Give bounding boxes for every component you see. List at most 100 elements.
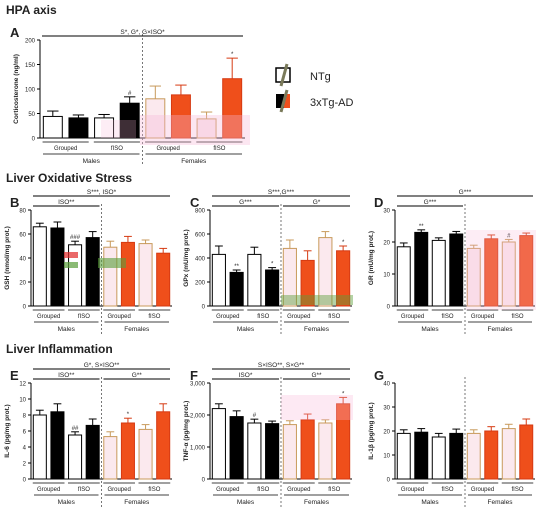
group-label: Grouped bbox=[37, 487, 60, 493]
section-title-liver-inflammation: Liver Inflammation bbox=[6, 342, 113, 356]
bar bbox=[484, 430, 499, 480]
panel-letter: C bbox=[190, 195, 200, 210]
bar bbox=[396, 432, 411, 480]
y-axis-label: GPx (mU/mg prot.) bbox=[183, 229, 190, 286]
bar bbox=[449, 233, 464, 307]
y-tick-label: 10 bbox=[383, 454, 390, 460]
bar bbox=[68, 434, 83, 480]
decorative-tint bbox=[281, 295, 353, 305]
bar bbox=[247, 253, 262, 307]
bar bbox=[229, 416, 244, 480]
significance-bracket-label: G*** bbox=[239, 199, 252, 206]
y-tick-label: 2,000 bbox=[190, 414, 206, 420]
bar bbox=[32, 414, 47, 480]
bar-significance-mark: # bbox=[507, 233, 511, 239]
sex-label: Males bbox=[237, 326, 255, 333]
y-tick-label: 0 bbox=[387, 478, 391, 484]
bar-significance-mark: # bbox=[128, 91, 132, 97]
significance-bracket-label: G* bbox=[313, 199, 321, 206]
panel-letter: F bbox=[190, 368, 198, 383]
sex-label: Females bbox=[304, 499, 330, 506]
decorative-tint bbox=[466, 230, 536, 310]
significance-bracket-label: ISO** bbox=[58, 372, 75, 379]
section-title-liver-oxidative-stress: Liver Oxidative Stress bbox=[6, 171, 132, 185]
bar-significance-mark: ### bbox=[70, 235, 81, 241]
significance-bracket-label: S×ISO**, S×G** bbox=[258, 362, 305, 369]
y-tick-label: 40 bbox=[383, 382, 390, 388]
y-tick-label: 20 bbox=[383, 241, 390, 247]
y-tick-label: 4 bbox=[23, 446, 27, 452]
bar bbox=[318, 422, 333, 480]
y-tick-label: 800 bbox=[195, 209, 206, 215]
bar bbox=[300, 419, 315, 480]
y-tick-label: 40 bbox=[19, 257, 26, 263]
group-label: fISO bbox=[78, 487, 90, 493]
y-tick-label: 12 bbox=[19, 382, 26, 388]
bar bbox=[211, 408, 226, 480]
y-tick-label: 10 bbox=[19, 398, 26, 404]
group-label: fISO bbox=[511, 487, 523, 493]
bar bbox=[120, 241, 135, 307]
bar bbox=[229, 271, 244, 307]
bar bbox=[265, 269, 280, 307]
y-tick-label: 150 bbox=[25, 63, 36, 69]
bar bbox=[103, 436, 118, 480]
sex-label: Males bbox=[421, 499, 439, 506]
bar bbox=[85, 237, 100, 307]
y-tick-label: 10 bbox=[383, 273, 390, 279]
bar bbox=[138, 428, 153, 480]
legend-label-ntg: NTg bbox=[310, 71, 331, 83]
chart-e: E 0 2 4 6 8 10 12 IL-6 (pg/mg prot.) ## * Grouped fI… bbox=[4, 362, 172, 507]
y-axis-label: Corticosterone (ng/ml) bbox=[13, 54, 20, 124]
bar-significance-mark: * bbox=[231, 52, 234, 58]
chart-g: G 0 10 20 30 40 IL-1β (pg/mg prot.) Grouped fISO… bbox=[368, 368, 535, 507]
bar-significance-mark: * bbox=[127, 412, 130, 418]
bar bbox=[50, 411, 65, 480]
bar-significance-mark: ## bbox=[72, 426, 79, 432]
bar bbox=[519, 424, 534, 480]
y-tick-label: 0 bbox=[202, 305, 206, 311]
sex-label: Females bbox=[181, 158, 207, 165]
bar bbox=[501, 428, 516, 480]
chart-b: B 0 20 40 60 80 GSH (nmol/mg prot.) ### Grouped f… bbox=[4, 189, 172, 334]
panel-letter: A bbox=[10, 25, 20, 40]
group-label: fISO bbox=[148, 487, 160, 493]
y-axis-label: TNF-α (pg/mg prot.) bbox=[183, 401, 190, 462]
y-tick-label: 0 bbox=[202, 478, 206, 484]
bar bbox=[211, 253, 226, 307]
bar bbox=[431, 436, 446, 480]
decorative-tint bbox=[140, 115, 250, 145]
y-axis-label: GSH (nmol/mg prot.) bbox=[4, 226, 11, 290]
group-label: Grouped bbox=[287, 314, 310, 320]
decorative-tint bbox=[64, 252, 78, 258]
bar bbox=[85, 424, 100, 480]
bar bbox=[68, 117, 89, 139]
group-label: fISO bbox=[111, 146, 123, 152]
y-tick-label: 80 bbox=[19, 209, 26, 215]
chart-a: A 0 50 100 150 200 Corticosterone (ng/ml) # * Gro… bbox=[10, 25, 245, 166]
bar bbox=[32, 226, 47, 307]
bar bbox=[431, 239, 446, 307]
bar bbox=[103, 246, 118, 307]
bar bbox=[138, 243, 153, 307]
bar bbox=[282, 424, 297, 480]
sex-label: Males bbox=[237, 499, 255, 506]
bar-significance-mark: * bbox=[271, 262, 274, 268]
group-label: Grouped bbox=[54, 146, 77, 152]
bar bbox=[396, 246, 411, 307]
y-tick-label: 0 bbox=[23, 478, 27, 484]
significance-bracket-label: G** bbox=[132, 372, 143, 379]
group-label: fISO bbox=[78, 314, 90, 320]
y-tick-label: 3,000 bbox=[190, 382, 206, 388]
bar bbox=[42, 115, 63, 139]
legend: NTg 3xTg-AD bbox=[275, 63, 353, 113]
y-tick-label: 200 bbox=[25, 39, 36, 45]
group-label: fISO bbox=[213, 146, 225, 152]
group-label: Grouped bbox=[287, 487, 310, 493]
sex-label: Females bbox=[124, 326, 150, 333]
group-label: Grouped bbox=[156, 146, 179, 152]
y-tick-label: 100 bbox=[25, 88, 36, 94]
group-label: fISO bbox=[511, 314, 523, 320]
bar-significance-mark: # bbox=[253, 413, 257, 419]
y-axis-label: IL-6 (pg/mg prot.) bbox=[4, 404, 11, 457]
